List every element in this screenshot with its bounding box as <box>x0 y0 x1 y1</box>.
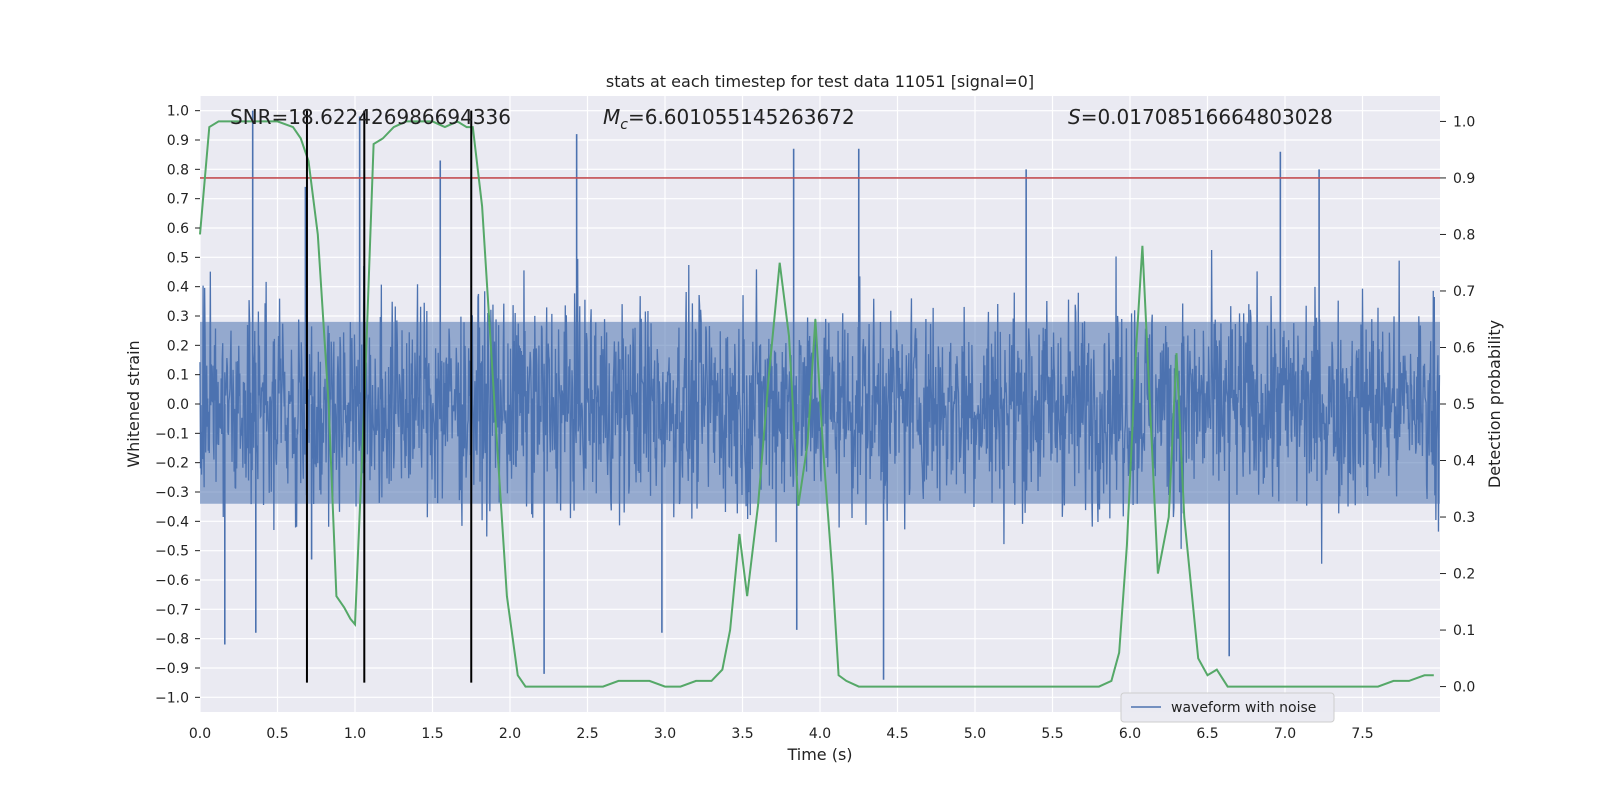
x-tick-label: 4.0 <box>809 726 831 742</box>
y-left-tick-label: 0.1 <box>167 368 189 384</box>
legend-box <box>1120 692 1335 723</box>
y-right-tick-label: 0.3 <box>1453 510 1475 526</box>
y-right-tick-label: 0.0 <box>1453 680 1475 696</box>
y-left-tick-label: −0.5 <box>155 544 189 560</box>
y-left-tick-label: 0.9 <box>167 133 189 149</box>
chirp-mass-symbol: M <box>603 105 620 129</box>
y-left-tick-label: 0.2 <box>167 338 189 354</box>
y-right-axis-label: Detection probability <box>1485 320 1504 488</box>
y-left-tick-label: −0.1 <box>155 426 189 442</box>
y-left-tick-label: −0.3 <box>155 485 189 501</box>
y-left-tick-label: 0.6 <box>167 221 189 237</box>
strain-series <box>199 110 1441 680</box>
y-left-tick-label: 0.7 <box>167 192 189 208</box>
y-right-tick-label: 1.0 <box>1453 114 1475 130</box>
x-tick-label: 6.5 <box>1196 726 1218 742</box>
y-left-tick-label: −0.4 <box>155 514 189 530</box>
y-left-tick-label: −0.8 <box>155 632 189 648</box>
y-left-tick-label: −0.9 <box>155 661 189 677</box>
s-annotation: S=0.01708516664803028 <box>1068 105 1333 129</box>
x-tick-label: 5.5 <box>1041 726 1063 742</box>
y-left-tick-label: 0.8 <box>167 162 189 178</box>
chart-title: stats at each timestep for test data 110… <box>606 72 1034 91</box>
x-tick-label: 6.0 <box>1119 726 1141 742</box>
y-right-tick-label: 0.6 <box>1453 340 1475 356</box>
chirp-mass-annotation: Mc=6.601055145263672 <box>603 105 855 133</box>
chirp-mass-subscript: c <box>620 117 628 133</box>
y-right-axis-ticks: 1.0 0.9 0.8 0.7 0.6 0.5 0.4 0.3 0.2 0.1 0.0 <box>1440 114 1475 696</box>
y-left-tick-label: −0.6 <box>155 573 189 589</box>
y-left-axis-ticks: 1.0 0.9 0.8 0.7 0.6 0.5 0.4 0.3 0.2 0.1 0.0 −0.1 −0.… <box>155 104 200 706</box>
chirp-mass-value: =6.601055145263672 <box>628 105 855 129</box>
x-tick-label: 3.5 <box>731 726 753 742</box>
y-right-tick-label: 0.1 <box>1453 623 1475 639</box>
s-value: =0.01708516664803028 <box>1081 105 1333 129</box>
x-axis-label: Time (s) <box>786 745 852 764</box>
x-tick-label: 7.0 <box>1274 726 1296 742</box>
x-tick-label: 4.5 <box>886 726 908 742</box>
s-symbol: S <box>1068 105 1081 129</box>
y-right-tick-label: 0.8 <box>1453 227 1475 243</box>
y-left-tick-label: 0.5 <box>167 250 189 266</box>
x-tick-label: 3.0 <box>654 726 676 742</box>
x-tick-label: 1.0 <box>344 726 366 742</box>
y-left-tick-label: −0.7 <box>155 602 189 618</box>
y-left-tick-label: −1.0 <box>155 690 189 706</box>
y-left-axis-label: Whitened strain <box>124 340 143 467</box>
y-left-tick-label: 0.0 <box>167 397 189 413</box>
y-left-tick-label: 1.0 <box>167 104 189 120</box>
legend: waveform with noise <box>1120 692 1335 723</box>
x-tick-label: 1.5 <box>421 726 443 742</box>
y-left-tick-label: −0.2 <box>155 456 189 472</box>
y-left-tick-label: 0.3 <box>167 309 189 325</box>
x-tick-label: 2.0 <box>499 726 521 742</box>
snr-annotation: SNR=18.622426986694336 <box>230 105 511 129</box>
x-tick-label: 2.5 <box>576 726 598 742</box>
y-right-tick-label: 0.7 <box>1453 284 1475 300</box>
x-tick-label: 0.5 <box>266 726 288 742</box>
legend-label: waveform with noise <box>1171 700 1316 716</box>
x-axis-ticks: 0.0 0.5 1.0 1.5 2.0 2.5 3.0 3.5 4.0 4.5 5.0 5.5 6.0 6… <box>189 726 1374 742</box>
probability-line <box>199 120 1434 688</box>
y-left-tick-label: 0.4 <box>167 280 189 296</box>
x-tick-label: 7.5 <box>1351 726 1373 742</box>
y-right-tick-label: 0.2 <box>1453 567 1475 583</box>
y-right-tick-label: 0.9 <box>1453 171 1475 187</box>
y-right-tick-label: 0.4 <box>1453 454 1475 470</box>
vertical-markers <box>305 110 473 683</box>
y-right-tick-label: 0.5 <box>1453 397 1475 413</box>
x-tick-label: 5.0 <box>964 726 986 742</box>
probability-series <box>199 120 1434 688</box>
x-tick-label: 0.0 <box>189 726 211 742</box>
